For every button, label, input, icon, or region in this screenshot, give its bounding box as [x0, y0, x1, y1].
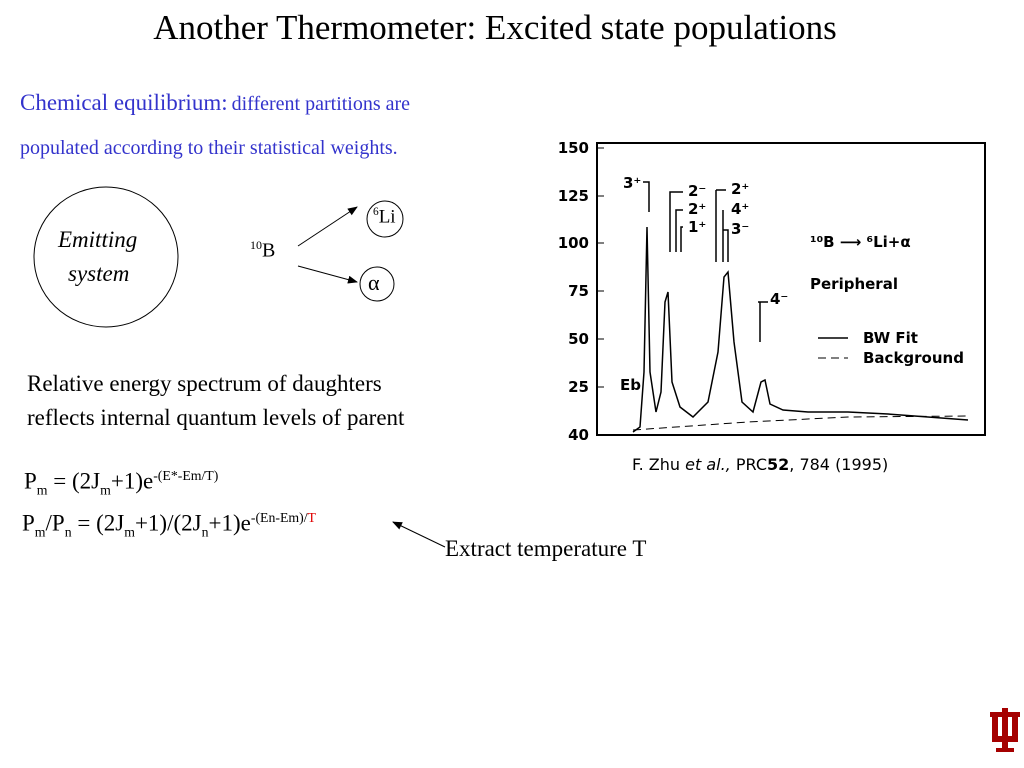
daughter-circle: [359, 266, 395, 302]
y-tick-label: 150: [558, 139, 589, 157]
eq-sub: m: [34, 524, 46, 540]
peripheral-label: Peripheral: [810, 275, 898, 293]
eq-sup: -(En-Em)/: [250, 510, 308, 525]
level-markers: [643, 181, 848, 358]
arrow: [392, 521, 446, 548]
level-label: 1⁺: [688, 218, 706, 236]
arrow: [297, 265, 358, 284]
citation: F. Zhu et al., PRC52, 784 (1995): [632, 455, 888, 474]
daughter-circle: [366, 200, 404, 238]
y-tick-label: 125: [558, 187, 589, 205]
daughter: 6Li: [373, 206, 396, 228]
reaction-label: ¹⁰B ⟶ ⁶Li+α: [810, 233, 911, 251]
etal: et al.,: [685, 455, 731, 474]
y-tick-label: 100: [558, 234, 589, 252]
intro-lead: Chemical equilibrium:: [20, 90, 228, 115]
parent-nucleus: 10B: [250, 238, 275, 263]
eq-sub: m: [100, 482, 111, 498]
background-curve: [632, 415, 969, 431]
fit-curve: [632, 226, 969, 433]
journal: PRC: [730, 455, 767, 474]
level-label: 4⁺: [731, 200, 749, 218]
daughter: α: [368, 270, 380, 295]
logo: [990, 708, 1020, 752]
arrow: [297, 206, 358, 247]
legend-entry: Background: [863, 349, 964, 367]
pages: , 784 (1995): [789, 455, 889, 474]
eq-sub: n: [201, 524, 209, 540]
level-label: 2⁻: [688, 182, 706, 200]
level-label: 2⁺: [688, 200, 706, 218]
element: B: [262, 239, 276, 262]
eq-part: +1)e: [208, 510, 251, 536]
eq-sub: n: [64, 524, 72, 540]
spectrum-text: Relative energy spectrum of daughters: [27, 371, 382, 396]
eq-sup-highlight: T: [307, 510, 316, 525]
eb-label: Eb: [620, 376, 641, 394]
eq-part: P: [24, 468, 37, 494]
intro-line-1: Chemical equilibrium: different partitio…: [20, 90, 410, 116]
eq-part: /P: [45, 510, 65, 536]
plot-frame: [596, 142, 986, 436]
y-tick-label: 75: [568, 282, 589, 300]
annotation: Extract temperature T: [445, 536, 647, 561]
equation: Pm = (2Jm+1)e-(E*-Em/T): [24, 468, 218, 498]
intro-rest: different partitions are: [231, 93, 411, 115]
volume: 52: [767, 455, 790, 474]
eq-part: P: [22, 510, 35, 536]
spectrum-text: reflects internal quantum levels of pare…: [27, 405, 405, 430]
source-label: Emitting: [58, 227, 138, 252]
authors: F. Zhu: [632, 455, 686, 474]
source-label: system: [68, 261, 130, 286]
element: Li: [378, 206, 396, 228]
y-tick-label: 40: [568, 426, 589, 444]
eq-part: = (2J: [71, 510, 125, 536]
title: Another Thermometer: Excited state popul…: [153, 8, 837, 47]
intro-line-2: populated according to their statistical…: [20, 137, 398, 159]
mass-number: 10: [250, 238, 262, 252]
eq-part: = (2J: [47, 468, 101, 494]
source-ellipse: [33, 186, 179, 328]
eq-sup: -(E*-Em/T): [153, 468, 219, 483]
legend-entry: BW Fit: [863, 329, 918, 347]
eq-sub: m: [36, 482, 48, 498]
y-tick-label: 25: [568, 378, 589, 396]
level-label: 3⁻: [731, 220, 749, 238]
equation: Pm/Pn = (2Jm+1)/(2Jn+1)e-(En-Em)/T: [22, 510, 316, 540]
mass-number: 6: [373, 206, 379, 218]
eq-part: +1)e: [110, 468, 154, 494]
eq-part: +1)/(2J: [134, 510, 202, 536]
level-label: 2⁺: [731, 180, 749, 198]
level-label: 3⁺: [623, 174, 641, 192]
eq-sub: m: [124, 524, 135, 540]
level-label: 4⁻: [770, 290, 788, 308]
y-tick-label: 50: [568, 330, 589, 348]
